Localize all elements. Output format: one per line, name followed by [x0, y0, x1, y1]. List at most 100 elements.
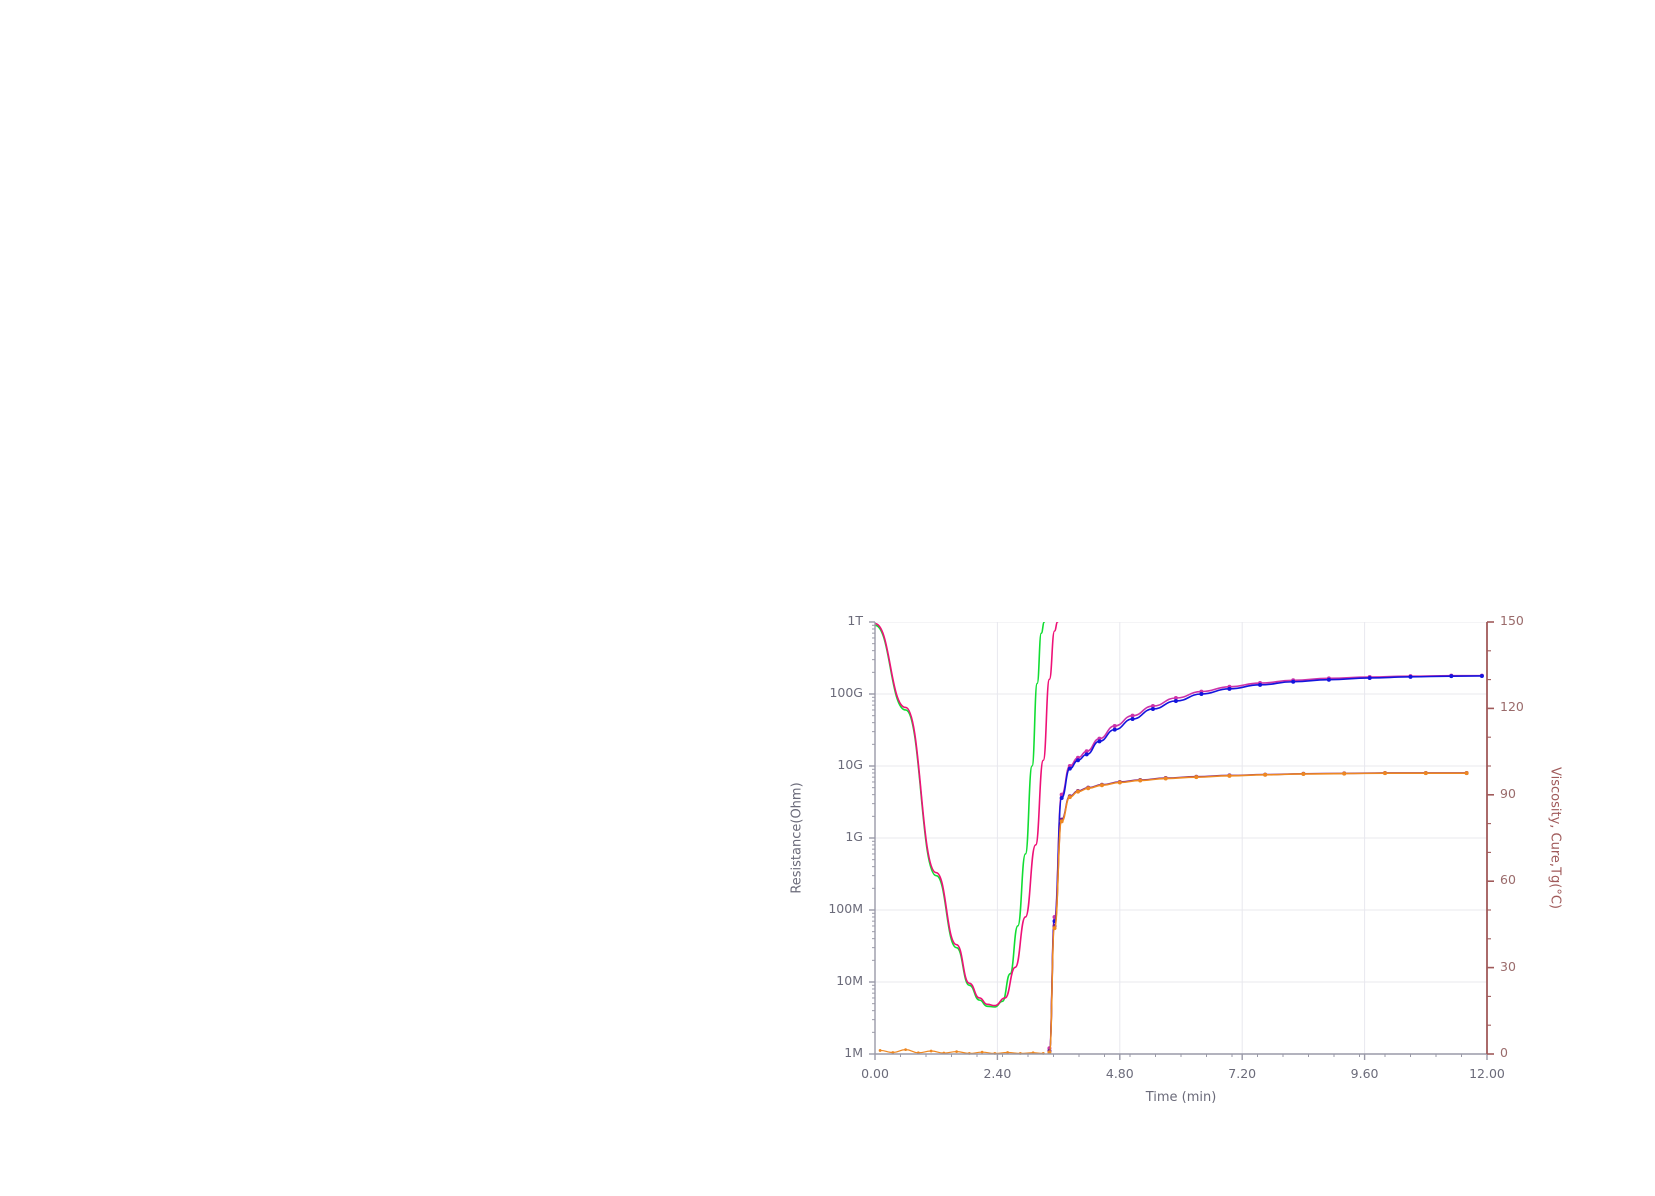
series-marker [1130, 713, 1135, 718]
series-marker [1449, 674, 1454, 679]
y2-tick-label: 0 [1500, 1045, 1508, 1060]
series-marker [1052, 919, 1057, 924]
series-marker [211, 1051, 215, 1055]
y-tick-label: 10M [79, 973, 106, 988]
y-tick-label: 1G [845, 829, 863, 844]
chart-legend: 7 7 8 8 [795, 27, 896, 39]
series-marker [147, 1048, 151, 1052]
legend-item[interactable]: Tg-8 [171, 604, 209, 615]
y2-tick-label: 120 [745, 139, 769, 155]
y-tick-label: 10G [837, 139, 863, 155]
legend-item[interactable]: Tg-7 [838, 604, 876, 615]
series-marker [392, 720, 397, 725]
series-line [122, 1049, 291, 1054]
series-marker [474, 782, 479, 787]
series-marker [1464, 771, 1469, 776]
legend-item[interactable]: Cure 7 [471, 603, 521, 616]
y-tick-label: 100G [829, 53, 863, 68]
series-line [874, 621, 1059, 1007]
series-marker [323, 799, 328, 804]
legend-item[interactable]: Visco-7 [261, 604, 314, 615]
legend-item[interactable]: Tg-8 [927, 604, 965, 615]
legend-label: 8 [119, 27, 126, 38]
legend-label: Cure 7 [484, 603, 521, 616]
series-line [1048, 772, 1468, 1052]
series-marker [668, 692, 673, 696]
plot-clip-mask [0, 495, 1655, 1196]
series-marker [929, 1049, 933, 1053]
series-marker [1130, 716, 1135, 721]
series-marker [668, 778, 673, 783]
legend-item[interactable]: Cure 8 [1328, 604, 1378, 615]
y2-tick-label: 150 [745, 613, 769, 628]
legend-item[interactable]: 8 [105, 27, 125, 39]
series-marker [1006, 1051, 1009, 1054]
series-line [117, 621, 305, 1008]
series-marker [443, 783, 448, 788]
legend-item[interactable]: 7 [80, 27, 99, 39]
legend-item[interactable]: 8 [131, 27, 150, 39]
x-tick-label: 12.00 [714, 506, 750, 521]
series-marker [443, 784, 448, 789]
series-marker [348, 793, 353, 798]
series-marker [1086, 785, 1091, 790]
series-marker [1227, 773, 1232, 778]
series-marker [323, 767, 328, 772]
legend-label: 7 [833, 27, 840, 38]
legend-circle-icon [838, 604, 849, 615]
legend-item[interactable]: 8 [871, 27, 890, 39]
y2-tick-label: 0 [745, 485, 753, 500]
series-marker [1138, 777, 1143, 782]
series-marker [371, 727, 376, 732]
legend-item[interactable]: Tg-7 [82, 604, 120, 615]
series-marker [371, 730, 376, 735]
legend-circle-icon [471, 604, 483, 615]
legend-item[interactable]: 8 [845, 27, 865, 39]
series-marker [1052, 923, 1057, 928]
series-marker [967, 1051, 971, 1055]
plot-clip-mask [0, 1055, 1655, 1196]
legend-circle-icon [1017, 604, 1029, 615]
legend-label: Visco-8 [379, 603, 420, 616]
series-marker [545, 780, 550, 785]
legend-square-icon [845, 27, 858, 39]
x-tick-label: 9.60 [595, 506, 624, 521]
legend-item[interactable]: Visco-8 [366, 604, 419, 615]
y-tick-label: 100G [829, 685, 863, 700]
legend-item[interactable]: Visco-7 [1017, 604, 1070, 615]
x-tick-label: 0.00 [861, 1066, 889, 1081]
series-marker [323, 800, 328, 805]
series-line [874, 145, 1488, 153]
y-axis-title: Resistance(Ohm) [32, 782, 48, 894]
legend-item[interactable]: Cure 7 [1227, 604, 1277, 615]
x-tick-label: 9.60 [1350, 1066, 1379, 1081]
series-marker [545, 780, 550, 785]
legend-item[interactable]: Visco-8 [1122, 604, 1175, 615]
series-marker [509, 781, 514, 786]
legend-item[interactable]: 7 [55, 27, 75, 39]
series-marker [236, 1051, 240, 1055]
y2-tick-label: 30 [1500, 398, 1516, 414]
legend-item[interactable]: Cure 8 [572, 604, 622, 615]
series-marker [1291, 678, 1296, 683]
y-tick-label: 100M [828, 901, 863, 916]
series-marker [315, 776, 320, 781]
series-marker [341, 749, 346, 754]
series-marker [1194, 774, 1199, 779]
series-marker [1479, 673, 1484, 678]
x-tick-label: 4.80 [1105, 1066, 1134, 1081]
series-marker [198, 1050, 202, 1053]
y2-tick-label: 60 [745, 872, 761, 888]
x-tick-label: 12.00 [714, 1066, 750, 1081]
x-tick-label: 7.20 [1228, 1066, 1257, 1081]
legend-item[interactable]: 7 [820, 27, 840, 39]
series-marker [1199, 689, 1204, 694]
plot-clip-mask [0, 0, 118, 1196]
y2-tick-label: 150 [1500, 613, 1524, 628]
x-tick-label: 0.00 [104, 1066, 132, 1081]
series-marker [1084, 749, 1089, 754]
series-marker [1084, 752, 1089, 757]
legend-item[interactable]: 7 [795, 27, 815, 39]
series-marker [1067, 795, 1072, 800]
series-marker [333, 796, 338, 801]
